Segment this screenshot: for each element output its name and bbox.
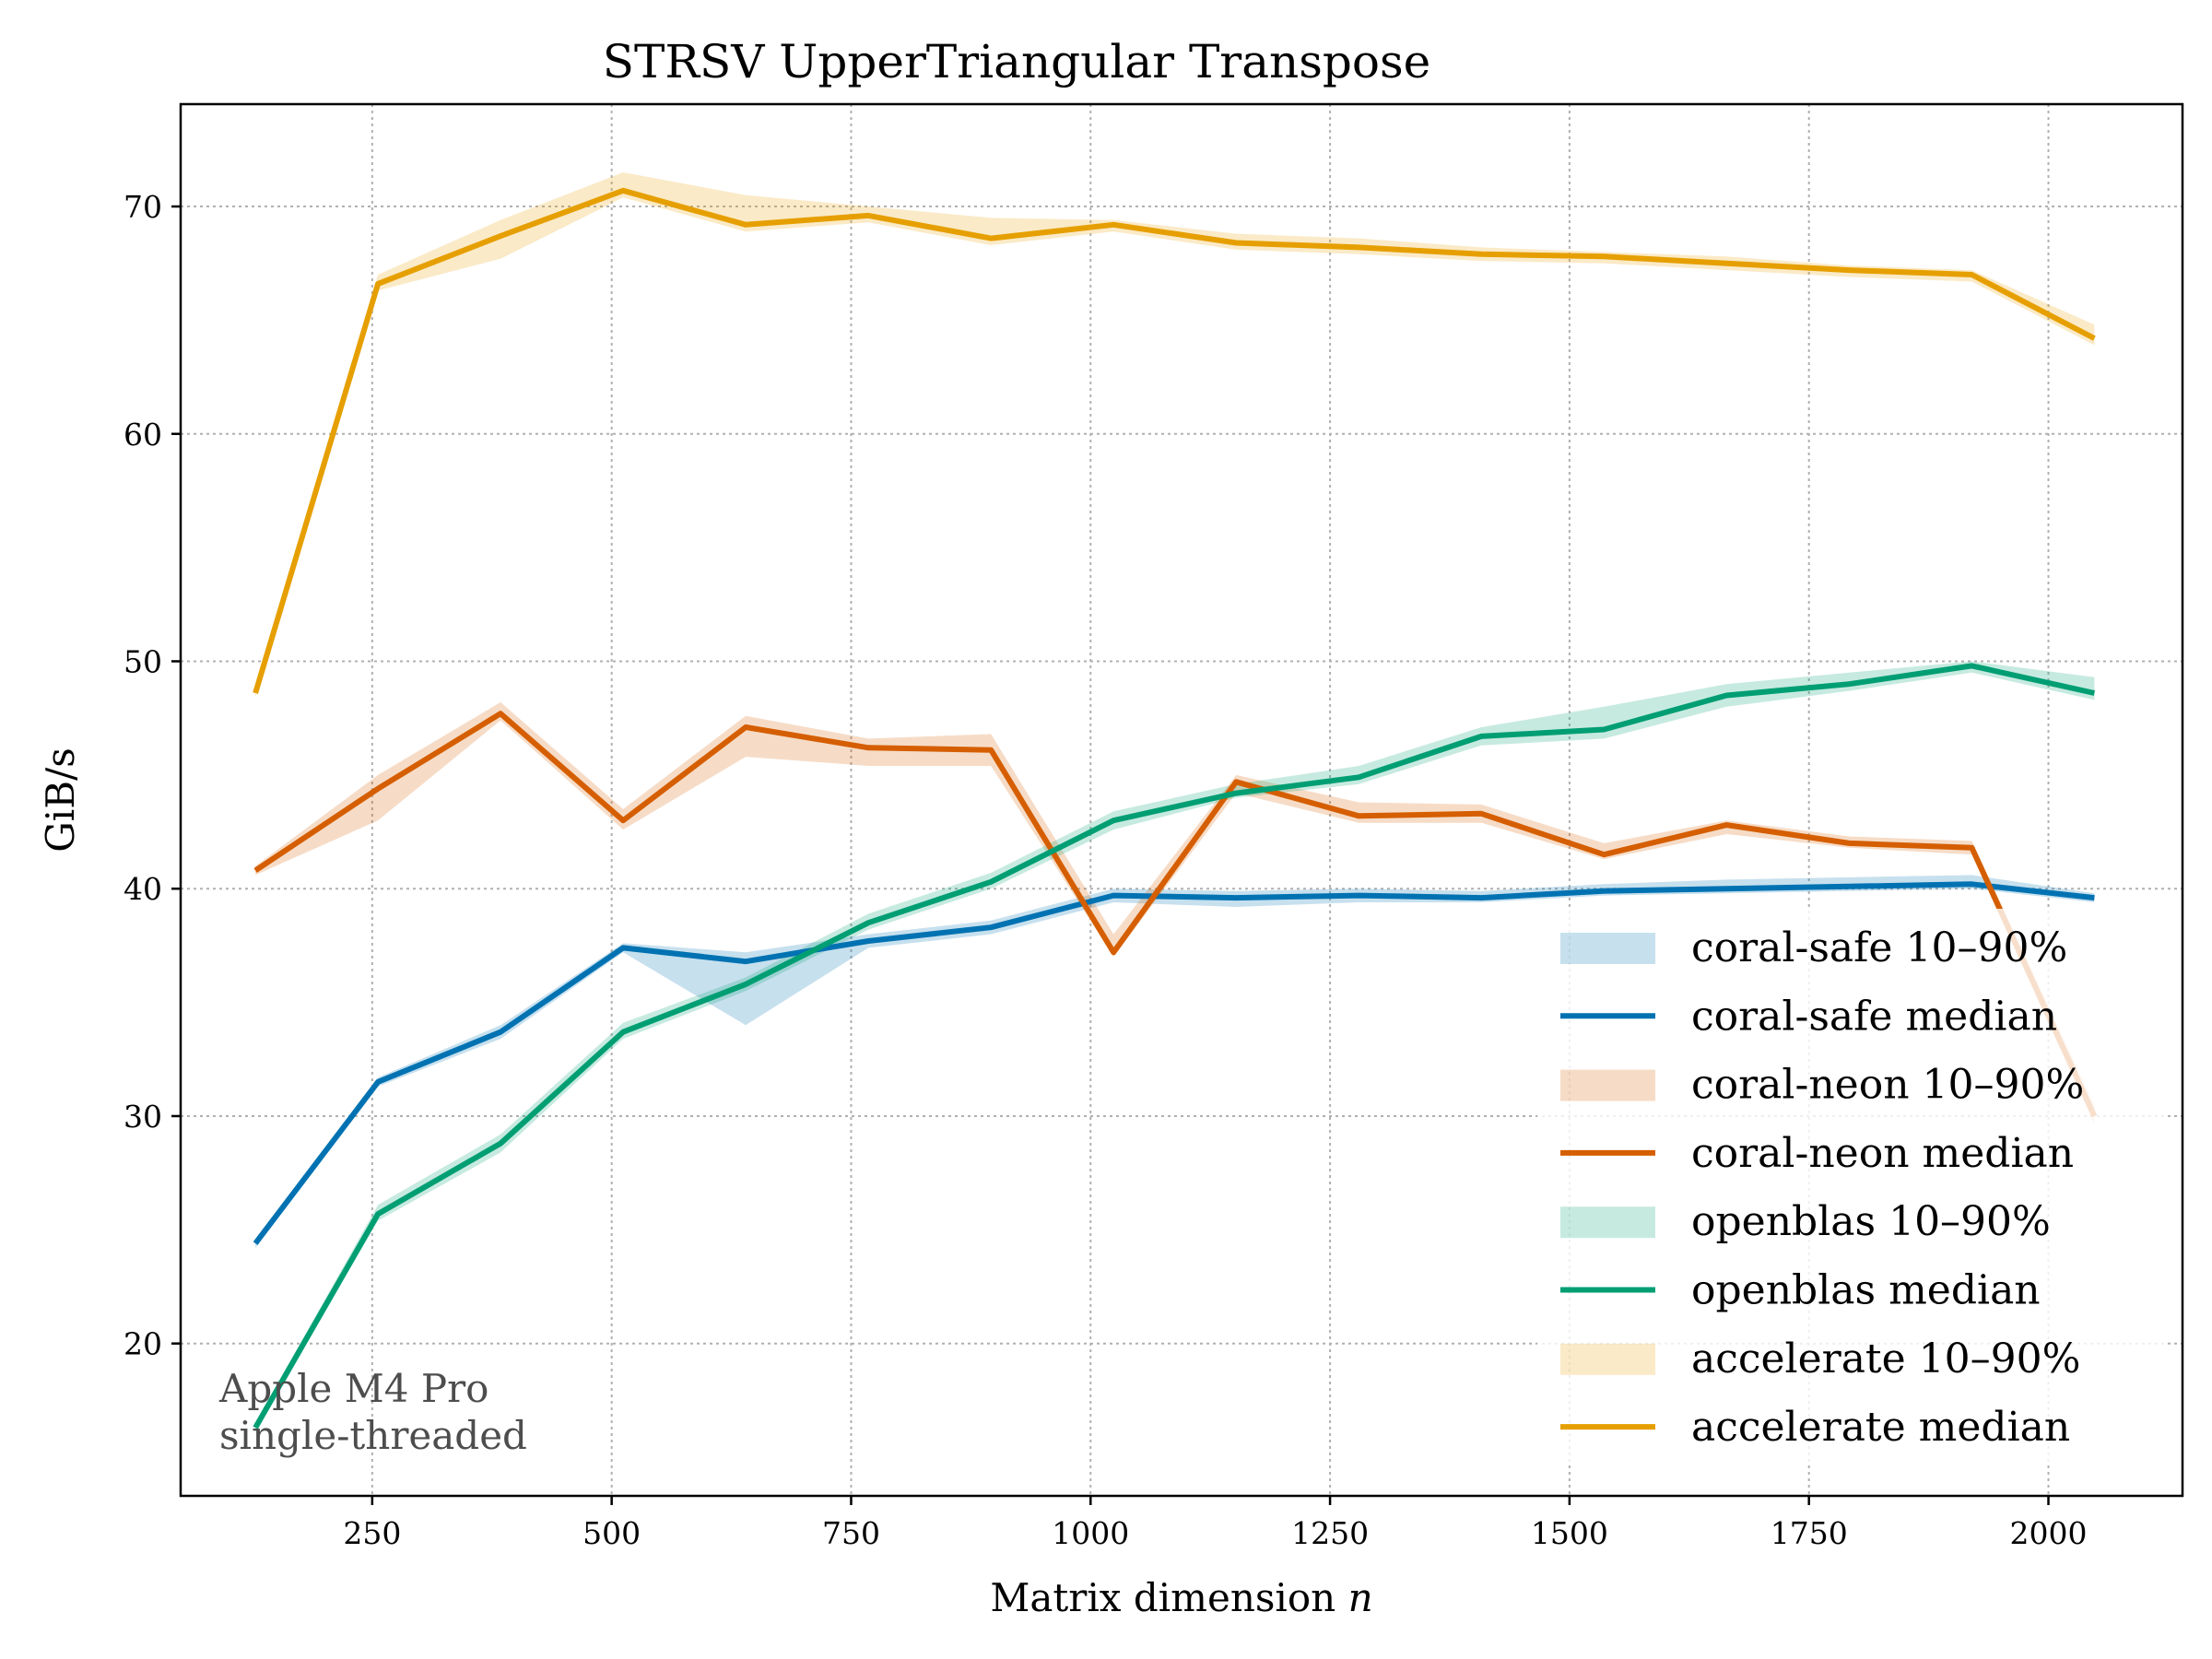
legend-label: coral-safe 10–90% <box>1691 924 2067 971</box>
legend-background <box>1537 909 2164 1462</box>
x-axis-label-text: Matrix dimension <box>990 1575 1347 1620</box>
coral-neon-band <box>255 701 2095 1125</box>
legend-label: openblas 10–90% <box>1691 1198 2051 1245</box>
chart-title: STRSV UpperTriangular Transpose <box>603 35 1431 88</box>
legend-label: openblas median <box>1691 1267 2041 1314</box>
plot-frame <box>179 102 2184 1498</box>
legend-label: coral-safe median <box>1691 993 2057 1040</box>
x-axis-label: Matrix dimension n <box>990 1575 1372 1620</box>
y-axis-ticks: 20 30 40 50 60 70 <box>124 189 181 1362</box>
legend-band-swatch <box>1560 1069 1655 1101</box>
legend-band-swatch <box>1560 933 1655 964</box>
legend-label: accelerate 10–90% <box>1691 1335 2080 1382</box>
y-tick-label: 50 <box>124 643 162 679</box>
x-tick-label: 500 <box>582 1515 641 1551</box>
openblas-median-line <box>253 663 2096 1430</box>
y-tick-label: 60 <box>124 417 162 453</box>
coral-safe-median-line <box>253 881 2095 1245</box>
legend-label: coral-neon 10–90% <box>1691 1062 2084 1109</box>
grid-lines <box>181 104 2183 1496</box>
annotation-line-2: single-threaded <box>219 1413 527 1458</box>
x-axis-label-variable: n <box>1348 1575 1373 1620</box>
chart-legend: coral-safe 10–90% coral-safe median coral-… <box>1537 909 2164 1462</box>
x-tick-label: 1500 <box>1531 1515 1608 1551</box>
coral-neon-median-line <box>253 711 2098 1118</box>
y-tick-label: 30 <box>124 1099 162 1135</box>
annotation-line-1: Apple M4 Pro <box>218 1366 488 1411</box>
x-tick-label: 750 <box>822 1515 880 1551</box>
y-tick-label: 20 <box>124 1326 162 1362</box>
y-tick-label: 40 <box>124 871 162 907</box>
coral-safe-band <box>255 875 2095 1249</box>
x-tick-label: 1750 <box>1771 1515 1848 1551</box>
x-tick-label: 2000 <box>2010 1515 2088 1551</box>
y-axis-label: GiB/s <box>38 747 83 853</box>
legend-label: accelerate median <box>1691 1404 2070 1451</box>
accelerate-median-line <box>253 187 2096 694</box>
median-line-layer <box>253 187 2098 1430</box>
band-layer <box>255 172 2095 1432</box>
x-tick-label: 1250 <box>1291 1515 1369 1551</box>
legend-label: coral-neon median <box>1691 1130 2074 1177</box>
x-axis-ticks: 250 500 750 1000 1250 1500 1750 2000 <box>343 1496 2087 1551</box>
x-tick-label: 250 <box>343 1515 401 1551</box>
legend-band-swatch <box>1560 1343 1655 1375</box>
x-tick-label: 1000 <box>1052 1515 1129 1551</box>
legend-band-swatch <box>1560 1206 1655 1239</box>
y-tick-label: 70 <box>124 189 162 225</box>
